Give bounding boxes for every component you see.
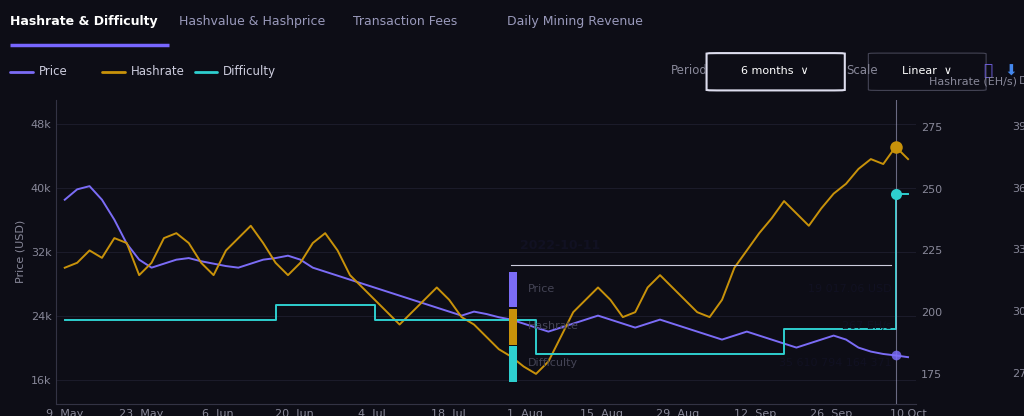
Text: Period: Period bbox=[671, 64, 708, 77]
Text: 33T: 33T bbox=[1012, 245, 1024, 255]
Text: Hashrate: Hashrate bbox=[131, 65, 185, 78]
FancyBboxPatch shape bbox=[868, 53, 986, 90]
Text: 39T: 39T bbox=[1012, 122, 1024, 132]
Text: Price: Price bbox=[527, 284, 555, 294]
FancyBboxPatch shape bbox=[707, 53, 845, 90]
Text: Price: Price bbox=[39, 65, 68, 78]
Bar bbox=[509, 272, 517, 307]
Text: 267 EH/s: 267 EH/s bbox=[842, 321, 892, 331]
Text: Hashrate: Hashrate bbox=[527, 321, 579, 331]
Text: 2022-10-11: 2022-10-11 bbox=[519, 239, 600, 252]
Text: Linear  ∨: Linear ∨ bbox=[902, 66, 951, 76]
Text: 6 months  ∨: 6 months ∨ bbox=[741, 66, 809, 76]
Text: Difficulty: Difficulty bbox=[223, 65, 276, 78]
Bar bbox=[509, 309, 517, 345]
Text: Hashrate (EH/s): Hashrate (EH/s) bbox=[929, 76, 1017, 87]
Text: Difficulty: Difficulty bbox=[527, 358, 578, 368]
Text: 30T: 30T bbox=[1012, 307, 1024, 317]
Text: Diff: Diff bbox=[1019, 76, 1024, 87]
Text: ⤢: ⤢ bbox=[983, 63, 992, 78]
Text: ⬇: ⬇ bbox=[1005, 63, 1017, 78]
Text: Hashrate & Difficulty: Hashrate & Difficulty bbox=[10, 15, 158, 28]
Text: 19 017.06 USD: 19 017.06 USD bbox=[808, 284, 892, 294]
Text: Transaction Fees: Transaction Fees bbox=[353, 15, 458, 28]
Y-axis label: Price (USD): Price (USD) bbox=[15, 220, 26, 283]
Text: 27T: 27T bbox=[1012, 369, 1024, 379]
Bar bbox=[509, 347, 517, 382]
Text: 36T: 36T bbox=[1012, 184, 1024, 194]
Text: Daily Mining Revenue: Daily Mining Revenue bbox=[507, 15, 643, 28]
Text: 35 610 794 164 371: 35 610 794 164 371 bbox=[779, 358, 892, 368]
Text: Scale: Scale bbox=[846, 64, 878, 77]
Text: Hashvalue & Hashprice: Hashvalue & Hashprice bbox=[179, 15, 326, 28]
